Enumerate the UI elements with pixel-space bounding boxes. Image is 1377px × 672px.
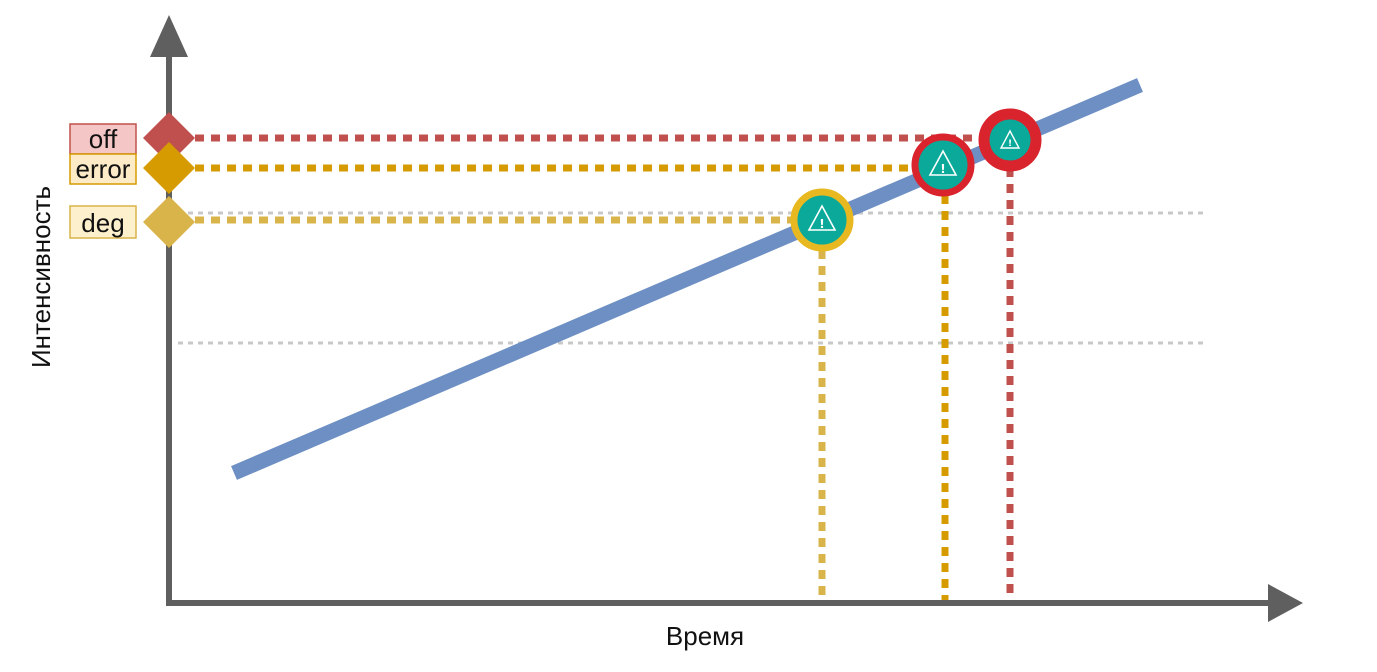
level-label-off: off: [69, 123, 137, 155]
warning-glyph: !: [940, 162, 945, 176]
alert-marker-error: !: [911, 133, 975, 197]
warning-triangle-icon: [807, 204, 837, 231]
level-label-error-text: error: [76, 154, 131, 184]
warning-glyph: !: [819, 217, 824, 231]
level-label-error: error: [69, 153, 137, 185]
x-axis-arrow-icon: [1268, 584, 1303, 622]
level-label-deg: deg: [69, 205, 137, 239]
y-axis-title: Интенсивность: [26, 186, 56, 368]
warning-triangle-icon: [928, 149, 958, 176]
alert-marker-deg: !: [790, 188, 854, 252]
x-axis-title: Время: [666, 621, 744, 651]
alert-marker-off: !: [978, 108, 1042, 172]
level-diamond-off: [143, 112, 195, 164]
level-diamond-deg: [143, 196, 195, 248]
level-label-deg-text: deg: [81, 208, 124, 238]
level-diamond-error: [143, 142, 195, 194]
warning-glyph: !: [1008, 139, 1012, 149]
warning-triangle-icon: [999, 129, 1021, 149]
level-label-off-text: off: [89, 124, 118, 154]
y-axis-arrow-icon: [150, 15, 188, 57]
